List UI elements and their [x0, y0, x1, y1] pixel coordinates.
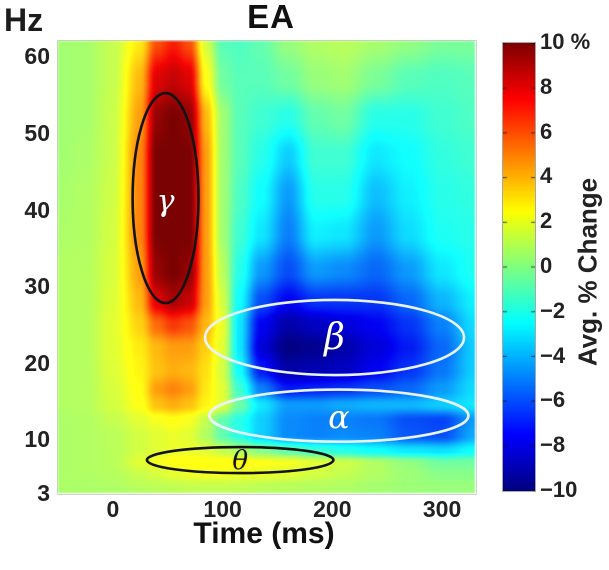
colorbar-tick-8: 8 [540, 73, 553, 99]
y-tick-40: 40 [24, 196, 50, 223]
y-tick-30: 30 [24, 273, 50, 300]
colorbar-tick--8: −8 [540, 432, 566, 458]
colorbar [502, 42, 536, 492]
colorbar-tick-2: 2 [540, 208, 553, 234]
x-tick-300: 300 [422, 496, 462, 522]
x-axis-title: Time (ms) [193, 517, 335, 550]
y-tick-60: 60 [24, 43, 50, 70]
region-gamma-symbol: γ [156, 184, 175, 220]
x-tick-200: 200 [313, 496, 352, 522]
colorbar-tick-0: 0 [540, 253, 553, 278]
colorbar-tick-10: 10 % [540, 29, 591, 54]
y-tick-20: 20 [24, 349, 50, 376]
colorbar-tick-6: 6 [540, 118, 553, 144]
y-tick-3: 3 [37, 480, 50, 506]
region-theta-symbol: θ [232, 446, 248, 477]
y-tick-10: 10 [24, 426, 50, 453]
region-beta-symbol: β [324, 317, 345, 359]
region-alpha-symbol: α [328, 397, 350, 436]
y-tick-50: 50 [24, 119, 50, 146]
x-tick-100: 100 [203, 496, 242, 522]
colorbar-tick--6: −6 [540, 387, 566, 413]
colorbar-tick--4: −4 [540, 342, 566, 368]
colorbar-tick--2: −2 [540, 297, 566, 323]
y-axis-unit-label: Hz [4, 2, 44, 38]
heatmap-canvas [58, 41, 475, 493]
figure-title: EA [247, 0, 295, 35]
colorbar-title: Avg. % Change [572, 177, 603, 367]
colorbar-tick-4: 4 [540, 163, 553, 189]
x-tick-0: 0 [106, 496, 120, 522]
colorbar-tick--10: −10 [540, 477, 578, 502]
